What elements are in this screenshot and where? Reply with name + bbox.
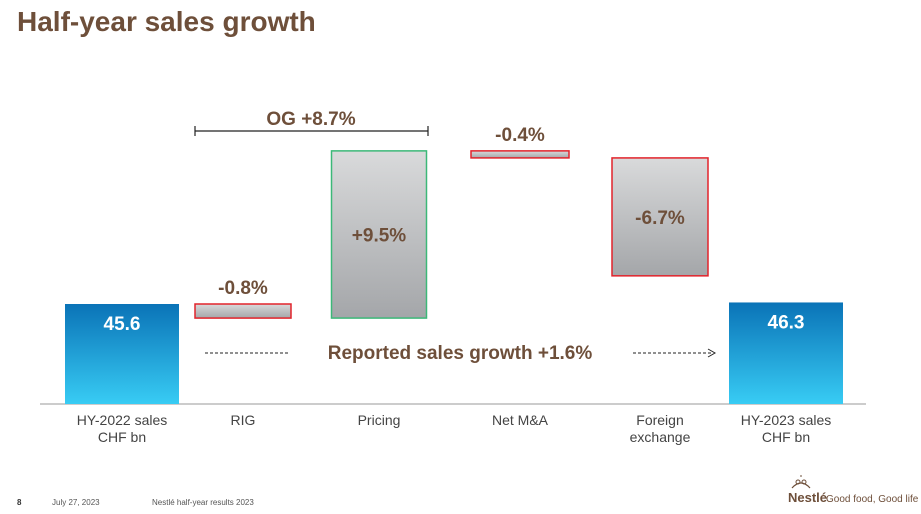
category-label-exchange: exchange — [630, 429, 691, 445]
waterfall-chart: 45.6 -0.8% +9.5% -0.4% -6.7% 46.3 HY-202… — [40, 109, 866, 445]
bar-hy2022 — [65, 304, 179, 404]
nest-logo-icon — [791, 475, 811, 489]
category-label-hy2023: HY-2023 sales — [741, 412, 832, 428]
category-label-hy2022: HY-2022 sales — [77, 412, 168, 428]
category-label-net-ma: Net M&A — [492, 412, 549, 428]
footer-document-title: Nestlé half-year results 2023 — [152, 498, 254, 507]
bar-net-ma — [470, 150, 570, 159]
reported-arrowhead — [707, 348, 717, 358]
data-label-hy2023: 46.3 — [768, 312, 805, 333]
category-label-rig: RIG — [231, 412, 256, 428]
data-label-net-ma: -0.4% — [495, 125, 545, 146]
data-label-hy2022: 45.6 — [104, 314, 141, 335]
bar-group — [65, 150, 843, 404]
data-label-foreign-exchange: -6.7% — [635, 208, 685, 229]
category-label-foreign: Foreign — [636, 412, 683, 428]
bar-hy2023 — [729, 302, 843, 404]
footer-date: July 27, 2023 — [52, 498, 100, 507]
bar-rig — [194, 303, 292, 319]
data-label-rig: -0.8% — [218, 278, 268, 299]
bar-foreign-exchange — [611, 157, 709, 277]
category-label-pricing: Pricing — [358, 412, 401, 428]
page-number: 8 — [17, 498, 22, 507]
og-annotation: OG +8.7% — [266, 109, 355, 130]
data-label-pricing: +9.5% — [352, 225, 407, 246]
page-title: Half-year sales growth — [17, 6, 316, 37]
bar-pricing — [330, 150, 428, 319]
og-bracket — [194, 126, 429, 136]
reported-annotation: Reported sales growth +1.6% — [328, 343, 593, 364]
category-label-hy2022-unit: CHF bn — [98, 429, 146, 445]
brand-tagline: Good food, Good life — [826, 494, 919, 505]
category-label-hy2023-unit: CHF bn — [762, 429, 810, 445]
brand-logo: Nestlé — [788, 490, 828, 505]
